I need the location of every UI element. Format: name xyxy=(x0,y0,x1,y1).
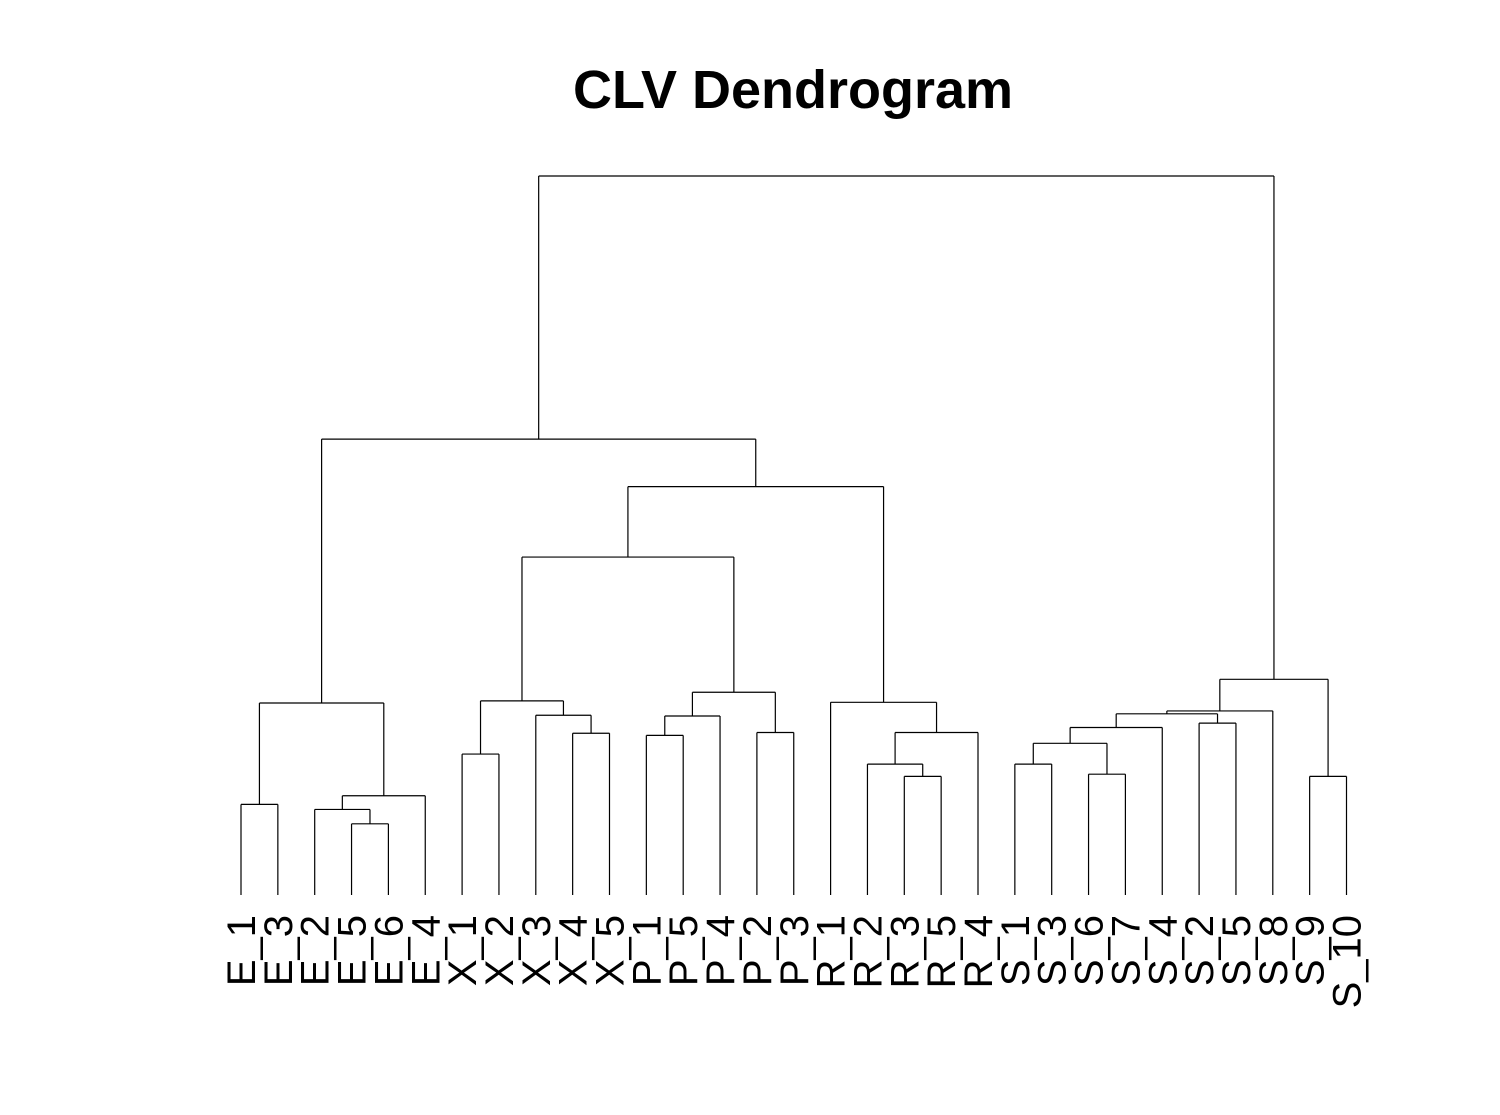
leaf-label: X_4 xyxy=(552,915,596,986)
leaf-label: S_3 xyxy=(1031,915,1075,986)
leaf-label: X_1 xyxy=(441,915,485,986)
leaf-label: P_5 xyxy=(662,915,706,986)
leaf-label: P_4 xyxy=(699,915,743,986)
leaf-labels: E_1E_3E_2E_5E_6E_4X_1X_2X_3X_4X_5P_1P_5P… xyxy=(220,915,1370,1008)
leaf-label: R_3 xyxy=(883,915,927,988)
leaf-label: X_5 xyxy=(589,915,633,986)
leaf-label: S_7 xyxy=(1104,915,1148,986)
leaf-label: S_8 xyxy=(1252,915,1296,986)
leaf-label: P_1 xyxy=(625,915,669,986)
leaf-label: S_2 xyxy=(1178,915,1222,986)
leaf-label: S_9 xyxy=(1289,915,1333,986)
leaf-label: R_1 xyxy=(810,915,854,988)
leaf-label: E_5 xyxy=(331,915,375,986)
leaf-label: E_3 xyxy=(257,915,301,986)
dendrogram-links xyxy=(240,175,1348,895)
leaf-label: E_1 xyxy=(220,915,264,986)
leaf-label: S_5 xyxy=(1215,915,1259,986)
leaf-label: P_2 xyxy=(736,915,780,986)
chart-title: CLV Dendrogram xyxy=(573,60,1013,120)
leaf-label: E_6 xyxy=(367,915,411,986)
leaf-label: S_6 xyxy=(1068,915,1112,986)
leaf-label: R_5 xyxy=(920,915,964,988)
leaf-label: S_4 xyxy=(1141,915,1185,986)
leaf-label: X_2 xyxy=(478,915,522,986)
leaf-label: R_4 xyxy=(957,915,1001,988)
leaf-label: S_1 xyxy=(994,915,1038,986)
leaf-label: E_4 xyxy=(404,915,448,986)
leaf-label: E_2 xyxy=(294,915,338,986)
leaf-label: S_10 xyxy=(1326,915,1370,1008)
leaf-label: P_3 xyxy=(773,915,817,986)
leaf-label: R_2 xyxy=(846,915,890,988)
leaf-label: X_3 xyxy=(515,915,559,986)
